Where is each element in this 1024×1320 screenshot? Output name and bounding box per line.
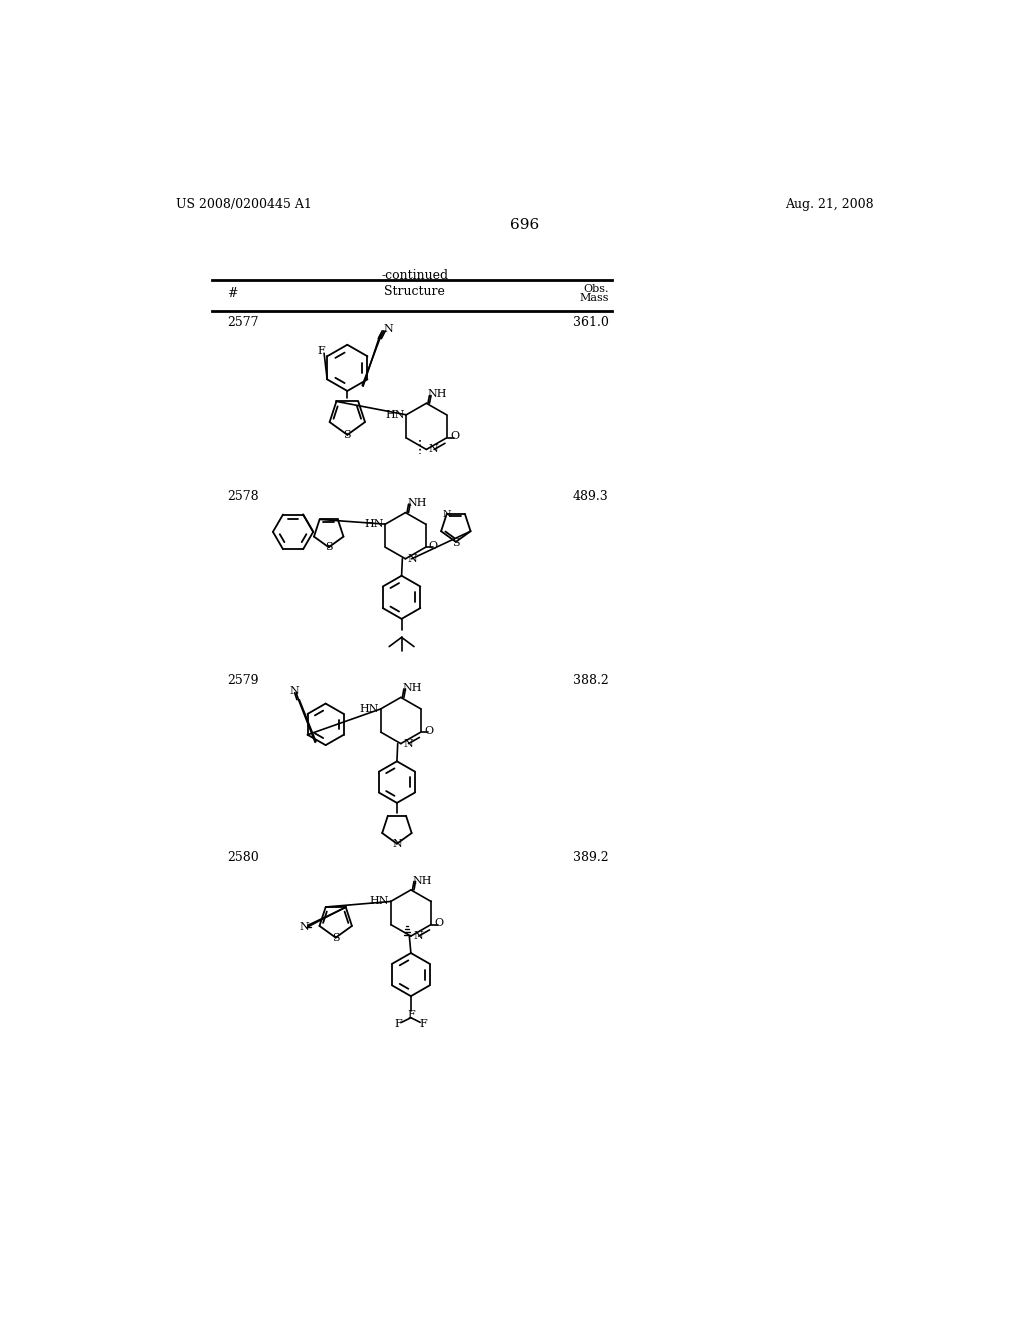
- Text: Aug. 21, 2008: Aug. 21, 2008: [785, 198, 873, 211]
- Text: S: S: [452, 539, 460, 548]
- Text: N: N: [429, 445, 438, 454]
- Text: 2579: 2579: [227, 675, 259, 688]
- Text: O: O: [434, 917, 443, 928]
- Text: N: N: [442, 510, 451, 519]
- Text: Obs.: Obs.: [583, 284, 608, 294]
- Text: #: #: [227, 286, 238, 300]
- Text: O: O: [424, 726, 433, 735]
- Text: US 2008/0200445 A1: US 2008/0200445 A1: [176, 198, 312, 211]
- Text: S: S: [325, 543, 333, 552]
- Text: 2577: 2577: [227, 317, 259, 329]
- Text: -continued: -continued: [381, 268, 449, 281]
- Text: N: N: [300, 921, 309, 932]
- Text: HN: HN: [365, 519, 384, 529]
- Text: O: O: [451, 432, 460, 441]
- Text: N: N: [403, 739, 413, 748]
- Text: N: N: [414, 931, 423, 941]
- Text: S: S: [343, 430, 351, 440]
- Text: F: F: [420, 1019, 427, 1028]
- Text: N: N: [408, 554, 418, 564]
- Text: F: F: [317, 346, 326, 356]
- Text: Mass: Mass: [579, 293, 608, 304]
- Text: O: O: [429, 541, 438, 550]
- Text: HN: HN: [359, 704, 379, 714]
- Text: NH: NH: [428, 389, 447, 399]
- Text: 2578: 2578: [227, 490, 259, 503]
- Text: NH: NH: [402, 684, 422, 693]
- Text: F: F: [394, 1019, 402, 1028]
- Text: HN: HN: [370, 896, 389, 907]
- Text: Structure: Structure: [384, 285, 445, 298]
- Text: F: F: [407, 1010, 415, 1019]
- Text: NH: NH: [407, 499, 427, 508]
- Text: 2580: 2580: [227, 851, 259, 865]
- Text: 361.0: 361.0: [572, 317, 608, 329]
- Text: 388.2: 388.2: [572, 675, 608, 688]
- Text: NH: NH: [413, 875, 432, 886]
- Text: 696: 696: [510, 218, 540, 232]
- Text: HN: HN: [385, 409, 404, 420]
- Text: N: N: [392, 838, 401, 849]
- Text: 389.2: 389.2: [572, 851, 608, 865]
- Text: S: S: [332, 933, 340, 942]
- Text: N: N: [384, 325, 393, 334]
- Text: 489.3: 489.3: [572, 490, 608, 503]
- Text: N: N: [290, 686, 299, 696]
